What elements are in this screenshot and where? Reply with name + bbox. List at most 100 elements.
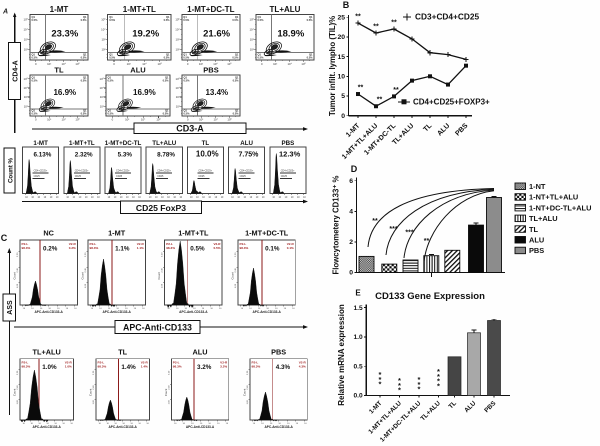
svg-text:Q1: Q1 xyxy=(309,53,313,57)
svg-text:CD25: CD25 xyxy=(240,175,247,178)
svg-text:10: 10 xyxy=(190,197,193,199)
svg-text:CD25: CD25 xyxy=(75,175,82,178)
svg-text:APC-Anti-CD133-A: APC-Anti-CD133-A xyxy=(252,310,281,314)
svg-text:10: 10 xyxy=(108,308,111,310)
svg-text:0.5%: 0.5% xyxy=(108,112,115,116)
svg-text:*: * xyxy=(398,376,401,385)
svg-text:**: ** xyxy=(424,238,430,245)
svg-text:Count: Count xyxy=(13,388,17,396)
svg-text:10: 10 xyxy=(176,308,179,310)
svg-text:98.3%: 98.3% xyxy=(98,365,107,369)
svg-text:1-MT+TL: 1-MT+TL xyxy=(123,5,156,14)
svg-text:98.3%: 98.3% xyxy=(22,246,31,250)
svg-text:*: * xyxy=(398,381,401,390)
svg-text:10⁴: 10⁴ xyxy=(99,86,104,90)
svg-text:***: *** xyxy=(405,230,413,237)
svg-text:E: E xyxy=(355,289,361,298)
svg-text:Q1: Q1 xyxy=(235,75,239,79)
svg-text:8.78%: 8.78% xyxy=(157,152,175,159)
svg-text:10: 10 xyxy=(149,197,152,199)
svg-text:25: 25 xyxy=(337,14,345,21)
svg-text:10³: 10³ xyxy=(24,95,28,99)
svg-text:Count: Count xyxy=(243,388,247,396)
svg-text:0.5%: 0.5% xyxy=(32,56,39,60)
svg-text:10: 10 xyxy=(99,308,102,310)
svg-text:1.1%: 1.1% xyxy=(115,246,130,253)
svg-text:10: 10 xyxy=(126,197,129,199)
svg-text:10: 10 xyxy=(50,197,53,199)
svg-text:0: 0 xyxy=(187,118,189,122)
svg-text:Q1: Q1 xyxy=(108,109,112,113)
svg-text:0: 0 xyxy=(349,270,353,277)
svg-text:0.5%: 0.5% xyxy=(163,78,170,82)
svg-text:3,20: 3,20 xyxy=(93,370,95,375)
svg-text:CD133 Gene Expression: CD133 Gene Expression xyxy=(375,291,485,302)
svg-text:10⁴: 10⁴ xyxy=(287,62,292,66)
svg-text:Q1: Q1 xyxy=(83,15,87,19)
svg-text:Count: Count xyxy=(81,272,85,280)
svg-text:1,60: 1,60 xyxy=(247,399,249,404)
svg-text:0.0: 0.0 xyxy=(354,393,363,400)
svg-text:1,60: 1,60 xyxy=(168,399,170,404)
svg-text:Count: Count xyxy=(164,388,168,396)
svg-text:98.3%: 98.3% xyxy=(240,246,249,250)
svg-text:10: 10 xyxy=(85,197,88,199)
svg-text:NC: NC xyxy=(43,229,54,238)
svg-text:1-NT: 1-NT xyxy=(529,182,546,191)
svg-text:10: 10 xyxy=(70,423,73,425)
svg-text:10: 10 xyxy=(91,197,94,199)
svg-text:P2-L: P2-L xyxy=(166,242,173,246)
svg-text:3.2%: 3.2% xyxy=(197,364,212,371)
svg-text:*: * xyxy=(398,386,401,395)
svg-text:10³: 10³ xyxy=(47,118,51,122)
svg-text:10: 10 xyxy=(266,308,269,310)
svg-text:7.75%: 7.75% xyxy=(239,152,260,159)
svg-text:Q1: Q1 xyxy=(165,75,169,79)
svg-text:10⁴: 10⁴ xyxy=(213,62,218,66)
svg-text:10: 10 xyxy=(217,423,220,425)
svg-text:Q1: Q1 xyxy=(83,53,87,57)
svg-text:***: *** xyxy=(389,226,397,233)
svg-text:10³: 10³ xyxy=(100,95,104,99)
svg-text:10: 10 xyxy=(56,197,59,199)
svg-text:A: A xyxy=(2,9,8,16)
svg-text:0.5%: 0.5% xyxy=(184,78,191,82)
svg-text:10⁴: 10⁴ xyxy=(213,118,218,122)
svg-text:10: 10 xyxy=(132,197,135,199)
svg-text:*: * xyxy=(418,380,421,389)
svg-text:CD4+CD25+: CD4+CD25+ xyxy=(240,170,254,173)
svg-text:1.0%: 1.0% xyxy=(65,365,72,369)
svg-text:10: 10 xyxy=(226,423,229,425)
svg-text:10³: 10³ xyxy=(273,62,277,66)
svg-text:10: 10 xyxy=(285,197,288,199)
svg-text:0.1%: 0.1% xyxy=(265,246,280,253)
svg-text:CD25 FoxP3: CD25 FoxP3 xyxy=(136,203,186,213)
svg-text:3,20: 3,20 xyxy=(235,252,237,257)
svg-text:10⁴: 10⁴ xyxy=(175,86,180,90)
svg-text:Count: Count xyxy=(89,388,93,396)
svg-text:10: 10 xyxy=(114,197,117,199)
svg-text:APC-Anti-CD133-A: APC-Anti-CD133-A xyxy=(32,425,61,429)
svg-text:10⁵: 10⁵ xyxy=(75,118,79,122)
svg-text:3,20: 3,20 xyxy=(247,370,249,375)
svg-text:ALU: ALU xyxy=(193,347,208,356)
svg-text:10: 10 xyxy=(193,308,196,310)
svg-text:0.5%: 0.5% xyxy=(233,78,240,82)
svg-text:APC-Anti-CD133: APC-Anti-CD133 xyxy=(123,323,192,333)
svg-text:4: 4 xyxy=(349,209,353,216)
svg-text:ASS: ASS xyxy=(7,300,14,315)
svg-text:3,20: 3,20 xyxy=(162,252,164,257)
svg-text:P2-L: P2-L xyxy=(90,242,97,246)
svg-text:2,40: 2,40 xyxy=(93,385,95,390)
svg-text:CD25: CD25 xyxy=(198,175,205,178)
svg-text:10: 10 xyxy=(219,308,222,310)
svg-text:10⁵: 10⁵ xyxy=(100,77,104,81)
svg-text:10: 10 xyxy=(116,308,119,310)
svg-text:V2-R: V2-R xyxy=(137,242,145,246)
svg-text:98.3%: 98.3% xyxy=(252,365,261,369)
svg-text:Q1: Q1 xyxy=(183,53,187,57)
svg-text:10²: 10² xyxy=(176,104,180,108)
svg-text:10: 10 xyxy=(38,423,41,425)
svg-text:0: 0 xyxy=(341,113,345,120)
svg-text:5.3%: 5.3% xyxy=(118,152,133,159)
